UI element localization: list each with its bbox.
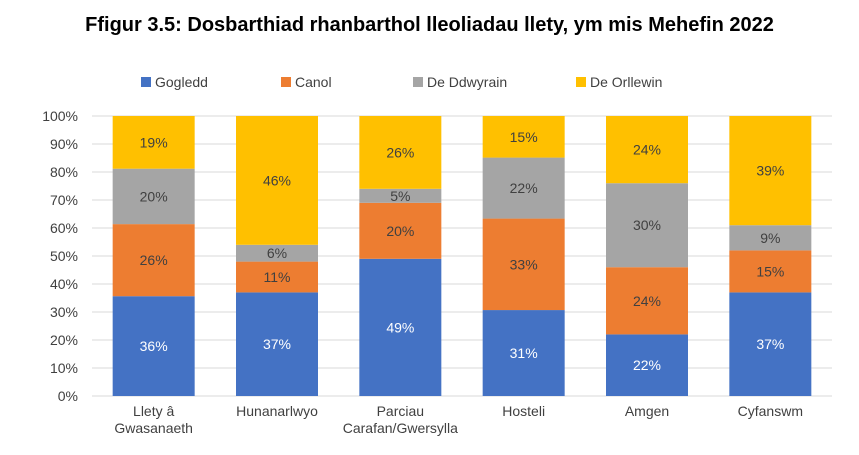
data-label: 49%	[386, 319, 414, 335]
bar-segment	[359, 202, 442, 259]
data-label: 20%	[386, 223, 414, 239]
x-tick-label: Carafan/Gwersylla	[343, 420, 458, 436]
bar-segment	[359, 258, 442, 396]
y-tick-label: 50%	[50, 248, 78, 264]
data-label: 30%	[633, 217, 661, 233]
data-label: 22%	[633, 357, 661, 373]
y-tick-label: 100%	[42, 108, 78, 124]
bar-segment	[606, 267, 688, 335]
y-tick-label: 40%	[50, 276, 78, 292]
bar-segment	[729, 116, 812, 226]
data-label: 36%	[140, 338, 168, 354]
data-label: 37%	[263, 336, 291, 352]
bar-segment	[482, 218, 565, 311]
data-label: 15%	[756, 263, 784, 279]
bar-segment	[112, 224, 195, 297]
x-tick-label: Hunanarlwyo	[236, 403, 318, 419]
y-tick-label: 90%	[50, 136, 78, 152]
data-label: 24%	[633, 293, 661, 309]
data-label: 22%	[510, 180, 538, 196]
chart-title: Ffigur 3.5: Dosbarthiad rhanbarthol lleo…	[85, 14, 774, 36]
legend-swatch	[281, 77, 291, 87]
legend-swatch	[576, 77, 586, 87]
data-label: 19%	[140, 134, 168, 150]
bar-segment	[606, 183, 688, 268]
data-label: 33%	[510, 256, 538, 272]
data-label: 11%	[264, 269, 291, 285]
data-label: 6%	[267, 245, 287, 261]
x-tick-label: Cyfanswm	[738, 403, 803, 419]
bar-segment	[359, 188, 442, 203]
data-label: 5%	[390, 188, 410, 204]
y-tick-label: 10%	[50, 360, 78, 376]
bar-segment	[729, 250, 812, 293]
y-tick-label: 70%	[50, 192, 78, 208]
data-label: 9%	[760, 230, 780, 246]
x-tick-label: Llety â	[133, 403, 174, 419]
bar-segment	[236, 292, 318, 396]
x-tick-label: Parciau	[377, 403, 424, 419]
legend-swatch	[413, 77, 423, 87]
bar-segment	[729, 225, 812, 251]
y-tick-label: 20%	[50, 332, 78, 348]
data-label: 20%	[140, 188, 168, 204]
y-tick-label: 0%	[58, 388, 78, 404]
bar-segment	[236, 261, 318, 293]
data-label: 46%	[263, 172, 291, 188]
x-tick-label: Amgen	[625, 403, 669, 419]
bar-segment	[729, 292, 812, 396]
bar-segment	[359, 116, 442, 189]
y-tick-label: 30%	[50, 304, 78, 320]
bar-segment	[606, 116, 688, 184]
bar-segment	[606, 334, 688, 396]
bar-segment	[236, 116, 318, 245]
data-label: 37%	[756, 336, 784, 352]
data-label: 31%	[510, 345, 538, 361]
bar-segment	[112, 168, 195, 225]
legend-label: De Orllewin	[590, 74, 662, 90]
x-tick-label: Gwasanaeth	[114, 420, 193, 436]
legend-label: Gogledd	[155, 74, 208, 90]
legend-label: De Ddwyrain	[427, 74, 507, 90]
bar-segment	[482, 157, 565, 219]
data-label: 26%	[386, 144, 414, 160]
bar-segment	[482, 116, 565, 158]
bar-segment	[112, 116, 195, 169]
y-tick-label: 80%	[50, 164, 78, 180]
x-tick-label: Hosteli	[502, 403, 545, 419]
y-tick-label: 60%	[50, 220, 78, 236]
data-label: 24%	[633, 142, 661, 158]
legend-swatch	[141, 77, 151, 87]
data-label: 39%	[756, 163, 784, 179]
data-label: 26%	[140, 252, 168, 268]
legend-label: Canol	[295, 74, 332, 90]
bar-segment	[482, 310, 565, 396]
data-label: 15%	[510, 129, 538, 145]
bar-segment	[236, 244, 318, 262]
bar-segment	[112, 296, 195, 396]
